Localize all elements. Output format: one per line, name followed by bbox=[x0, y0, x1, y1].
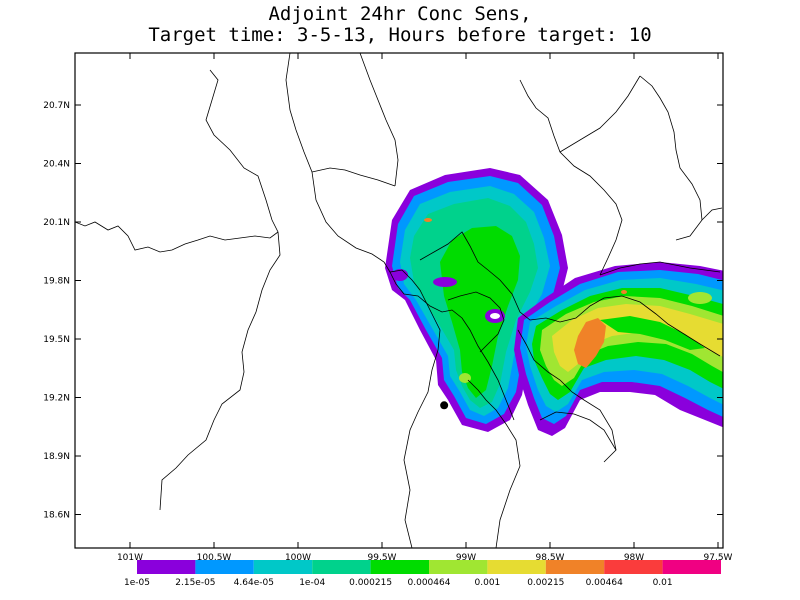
state-border-1 bbox=[159, 69, 281, 511]
colorbar-segment bbox=[487, 560, 546, 574]
y-axis: 20.7N 20.4N 20.1N 19.8N 19.5N 19.2N 18.9N 18.6N bbox=[43, 101, 723, 521]
plume-spot-orange bbox=[424, 218, 432, 222]
plume-hole-2 bbox=[433, 277, 457, 287]
colorbar-label: 0.00215 bbox=[527, 578, 564, 588]
colorbar-segment bbox=[429, 560, 488, 574]
plume-spot-orange-2 bbox=[621, 290, 627, 294]
plume-band-green-west bbox=[440, 226, 520, 398]
state-border-5 bbox=[403, 289, 441, 548]
y-tick-label: 18.6N bbox=[43, 511, 70, 521]
colorbar-label: 0.00464 bbox=[586, 578, 623, 588]
coastline bbox=[75, 221, 279, 253]
colorbar-segment bbox=[662, 560, 721, 574]
colorbar-segment bbox=[545, 560, 605, 574]
y-tick-label: 18.9N bbox=[43, 452, 70, 462]
state-border-16 bbox=[675, 207, 723, 241]
marker-layer bbox=[440, 401, 449, 410]
y-tick-label: 20.7N bbox=[43, 101, 70, 111]
state-border-12 bbox=[639, 75, 703, 221]
colorbar-label: 1e-04 bbox=[299, 578, 325, 588]
colorbar-label: 0.000464 bbox=[408, 578, 451, 588]
map-title-line2: Target time: 3-5-13, Hours before target… bbox=[148, 24, 652, 46]
plume-hole-3 bbox=[392, 269, 408, 281]
state-border-9 bbox=[467, 379, 521, 548]
colorbar-segment bbox=[253, 560, 313, 574]
colorbar-segment bbox=[137, 560, 196, 574]
colorbar-label: 2.15e-05 bbox=[175, 578, 215, 588]
x-tick-label: 97.5W bbox=[704, 553, 733, 563]
state-border-10 bbox=[517, 329, 617, 463]
plume-spot-lime-2 bbox=[688, 292, 712, 304]
x-tick-label: 100.5W bbox=[197, 553, 232, 563]
state-border-15 bbox=[539, 411, 617, 451]
state-border-13 bbox=[599, 261, 721, 276]
x-tick-label: 98W bbox=[624, 553, 644, 563]
state-border-14 bbox=[559, 75, 641, 153]
state-border-6 bbox=[389, 271, 515, 421]
map-frame bbox=[74, 52, 724, 549]
colorbar: 1e-05 2.15e-05 4.64e-05 1e-04 0.000215 0.0004… bbox=[124, 560, 721, 588]
colorbar-label: 0.01 bbox=[653, 578, 673, 588]
colorbar-label: 0.001 bbox=[475, 578, 501, 588]
state-border-11 bbox=[519, 79, 623, 276]
x-tick-label: 99W bbox=[456, 553, 476, 563]
y-tick-label: 19.5N bbox=[43, 335, 70, 345]
x-axis: 101W 100.5W 100W 99.5W 99W 98.5W 98W 97.5W bbox=[117, 53, 733, 563]
colorbar-segment bbox=[370, 560, 429, 574]
y-tick-label: 20.1N bbox=[43, 218, 70, 228]
x-tick-label: 99.5W bbox=[368, 553, 397, 563]
map-title-line1: Adjoint 24hr Conc Sens, bbox=[268, 3, 532, 25]
state-border-8 bbox=[447, 291, 505, 353]
colorbar-segment bbox=[312, 560, 371, 574]
colorbar-label: 4.64e-05 bbox=[234, 578, 274, 588]
colorbar-segment bbox=[604, 560, 663, 574]
y-tick-label: 20.4N bbox=[43, 160, 70, 170]
state-border-2 bbox=[285, 53, 421, 291]
state-border-3 bbox=[311, 167, 396, 187]
y-tick-label: 19.2N bbox=[43, 394, 70, 404]
plume-hole-1-core bbox=[490, 313, 500, 319]
colorbar-label: 0.000215 bbox=[349, 578, 392, 588]
state-border-4 bbox=[359, 53, 399, 187]
x-tick-label: 101W bbox=[117, 553, 143, 563]
plume-band-orange-core bbox=[574, 318, 606, 368]
state-border-7 bbox=[419, 231, 721, 357]
colorbar-label: 1e-05 bbox=[124, 578, 150, 588]
colorbar-segment bbox=[195, 560, 254, 574]
boundary-lines bbox=[75, 53, 723, 548]
y-tick-label: 19.8N bbox=[43, 277, 70, 287]
plume-band-green-inner bbox=[600, 316, 705, 350]
x-tick-label: 100W bbox=[285, 553, 311, 563]
target-marker bbox=[440, 401, 449, 410]
x-tick-label: 98.5W bbox=[536, 553, 565, 563]
plume-layer bbox=[385, 168, 723, 436]
